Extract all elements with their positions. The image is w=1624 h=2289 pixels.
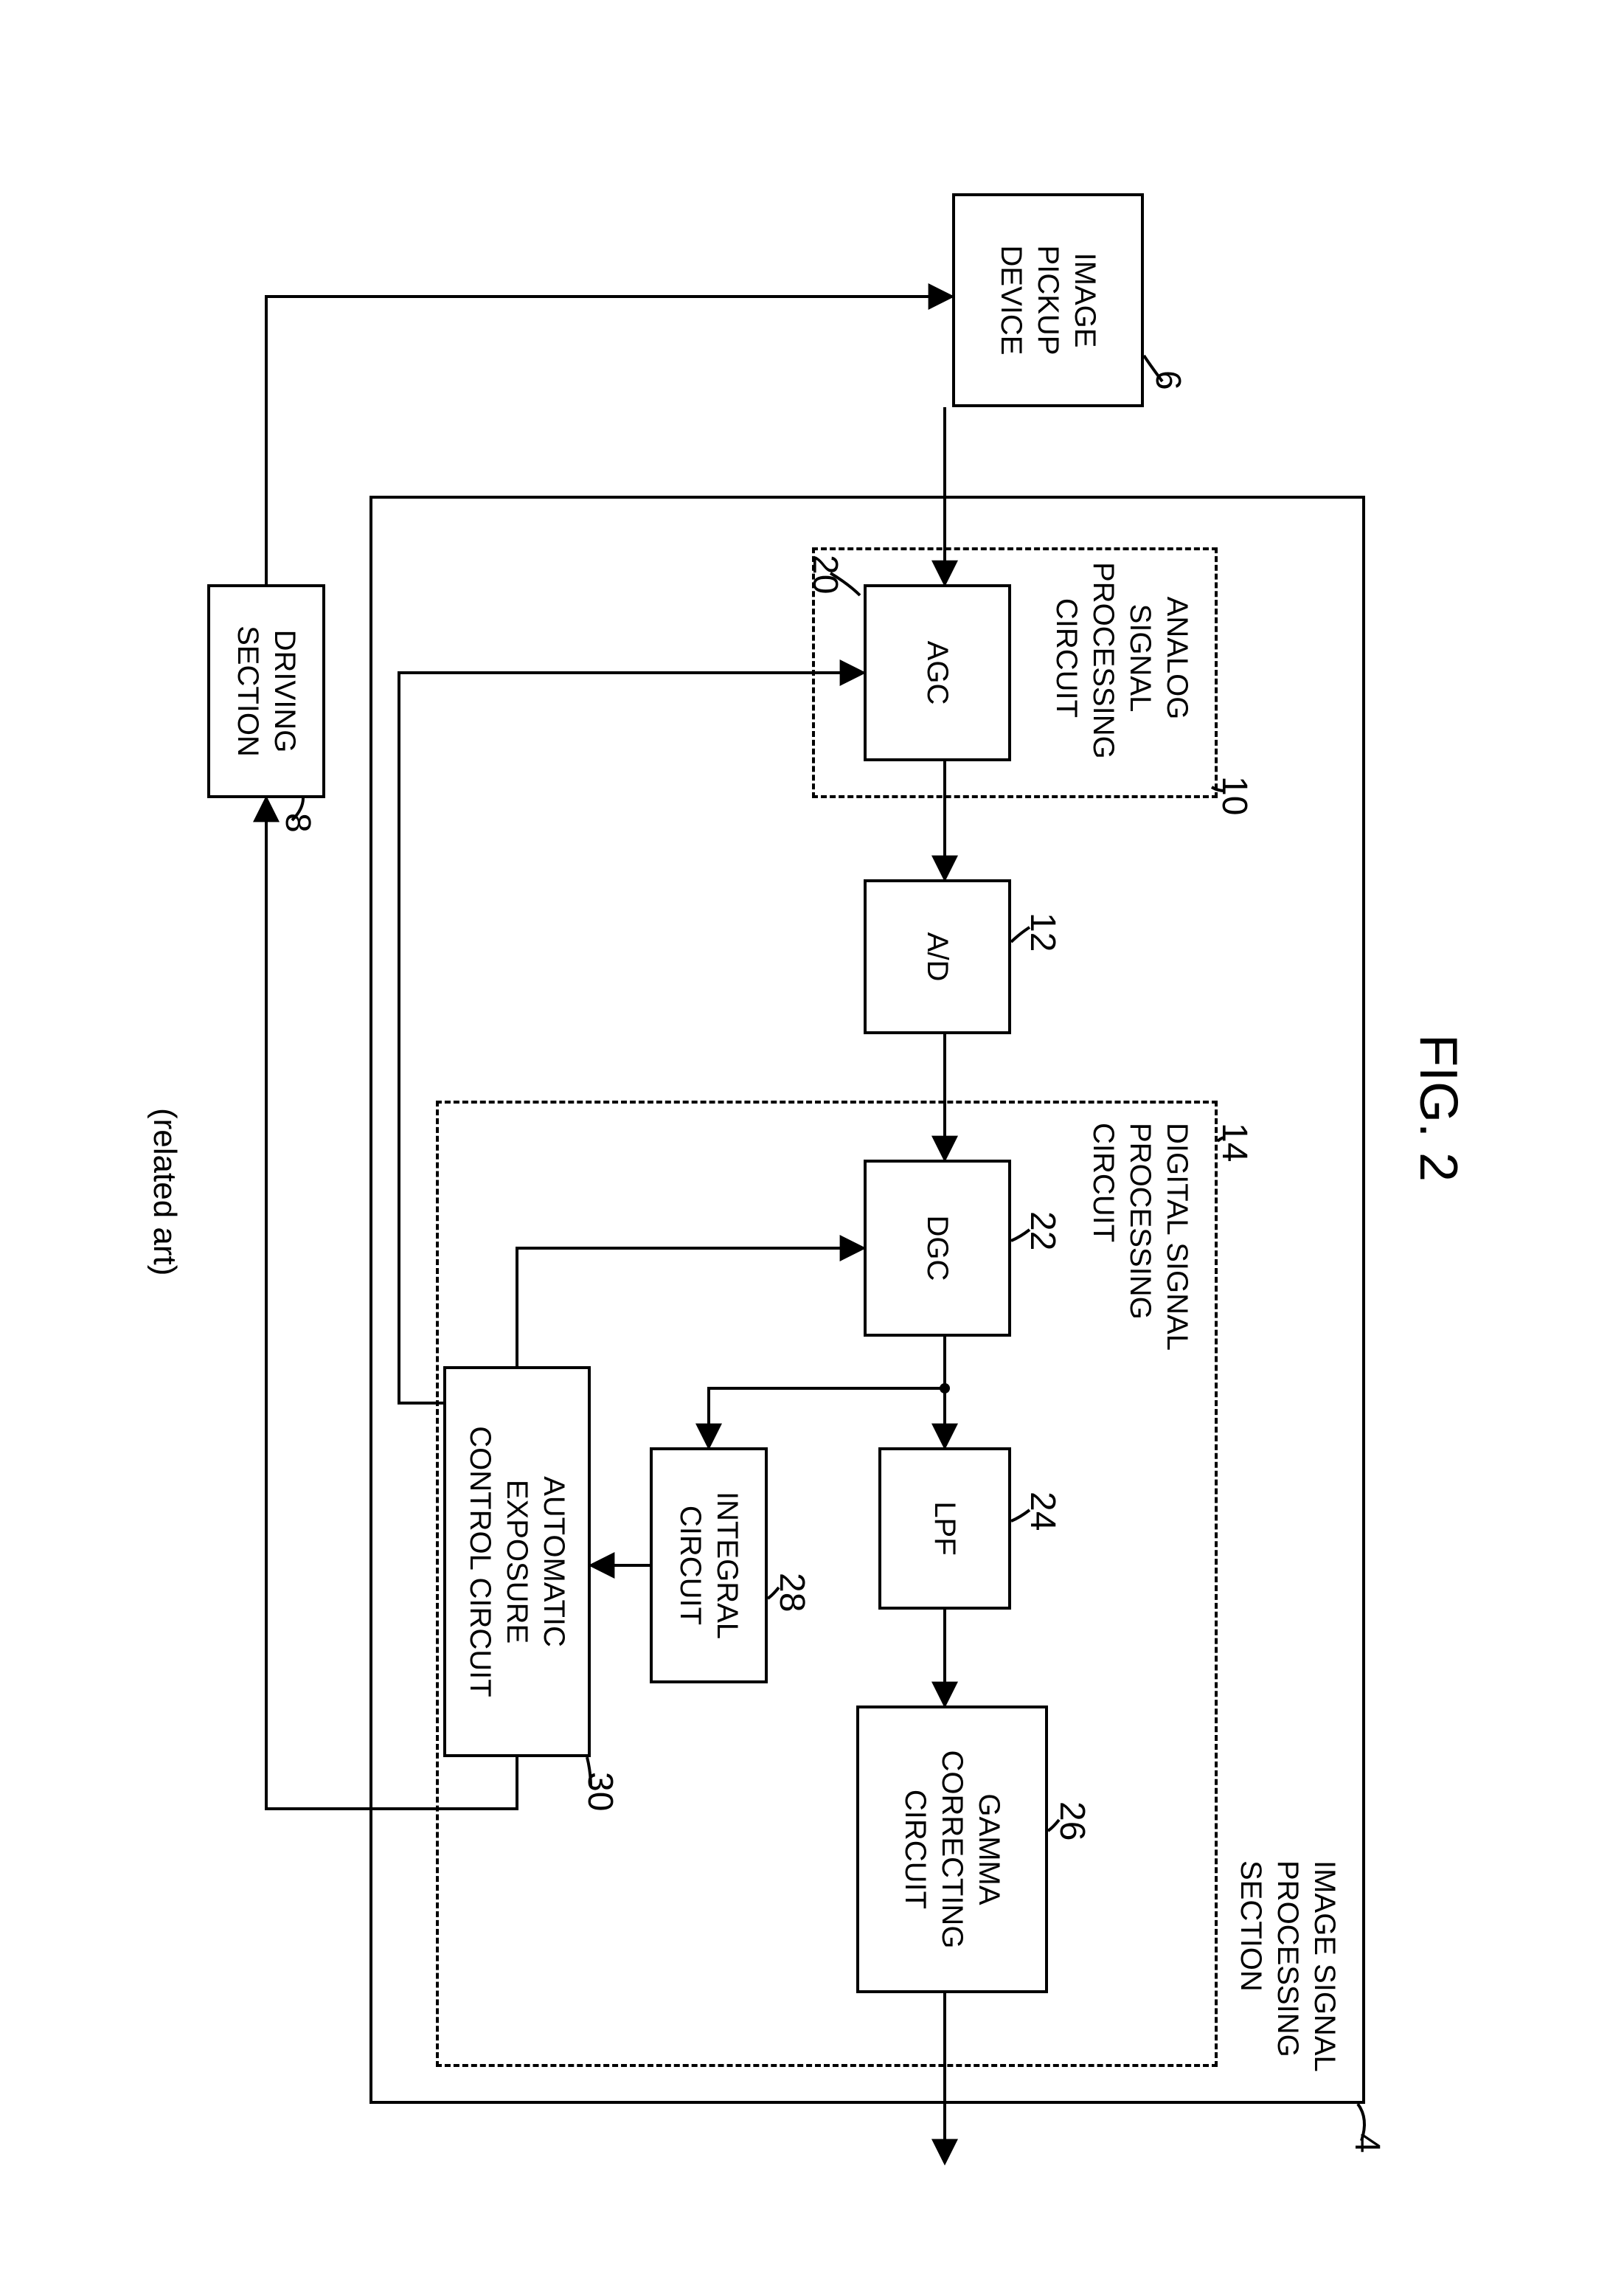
integral-label: INTEGRALCIRCUIT xyxy=(672,1491,746,1638)
page: FIG. 2 (related art) IMAGE SIGNALPROCESS… xyxy=(0,0,1624,2289)
image-pickup-device-label: IMAGEPICKUPDEVICE xyxy=(993,245,1103,355)
image-signal-processing-section-label: IMAGE SIGNALPROCESSING SECTION xyxy=(1232,1860,1343,2089)
ref-driving-section: 8 xyxy=(277,813,318,833)
related-art-label: (related art) xyxy=(145,1108,185,1275)
agc-block: AGC xyxy=(864,584,1011,761)
ref-dgc: 22 xyxy=(1022,1211,1063,1250)
gamma-correcting-circuit: GAMMACORRECTINGCIRCUIT xyxy=(856,1706,1048,1993)
lpf-block: LPF xyxy=(878,1447,1011,1610)
integral-circuit: INTEGRALCIRCUIT xyxy=(650,1447,768,1683)
ref-image-signal-section: 4 xyxy=(1347,2133,1387,2153)
diagram-canvas: FIG. 2 (related art) IMAGE SIGNALPROCESS… xyxy=(111,112,1513,2178)
figure-title: FIG. 2 xyxy=(1408,1034,1468,1182)
ref-ad: 12 xyxy=(1022,913,1063,952)
dgc-block: DGC xyxy=(864,1160,1011,1337)
ref-integral: 28 xyxy=(771,1573,812,1612)
ref-aec: 30 xyxy=(580,1772,620,1811)
ref-image-pickup-device: 6 xyxy=(1148,370,1188,390)
digital-signal-processing-circuit-label: DIGITAL SIGNALPROCESSING CIRCUIT xyxy=(1085,1123,1196,1418)
ad-converter-block: A/D xyxy=(864,879,1011,1034)
ref-analog: 10 xyxy=(1214,776,1255,815)
lpf-label: LPF xyxy=(926,1501,963,1555)
analog-signal-processing-circuit-label: ANALOGSIGNALPROCESSINGCIRCUIT xyxy=(1048,562,1196,754)
ad-label: A/D xyxy=(919,932,956,981)
automatic-exposure-control-circuit: AUTOMATICEXPOSURECONTROL CIRCUIT xyxy=(443,1366,591,1757)
dgc-label: DGC xyxy=(919,1215,956,1281)
ref-lpf: 24 xyxy=(1022,1492,1063,1531)
ref-agc: 20 xyxy=(805,555,845,594)
aec-label: AUTOMATICEXPOSURECONTROL CIRCUIT xyxy=(462,1426,572,1697)
driving-section: DRIVINGSECTION xyxy=(207,584,325,798)
ref-gamma: 26 xyxy=(1052,1801,1092,1840)
gamma-label: GAMMACORRECTINGCIRCUIT xyxy=(897,1750,1007,1948)
ref-digital: 14 xyxy=(1214,1123,1255,1162)
driving-section-label: DRIVINGSECTION xyxy=(229,626,303,757)
image-pickup-device: IMAGEPICKUPDEVICE xyxy=(952,193,1144,407)
agc-label: AGC xyxy=(919,640,956,704)
